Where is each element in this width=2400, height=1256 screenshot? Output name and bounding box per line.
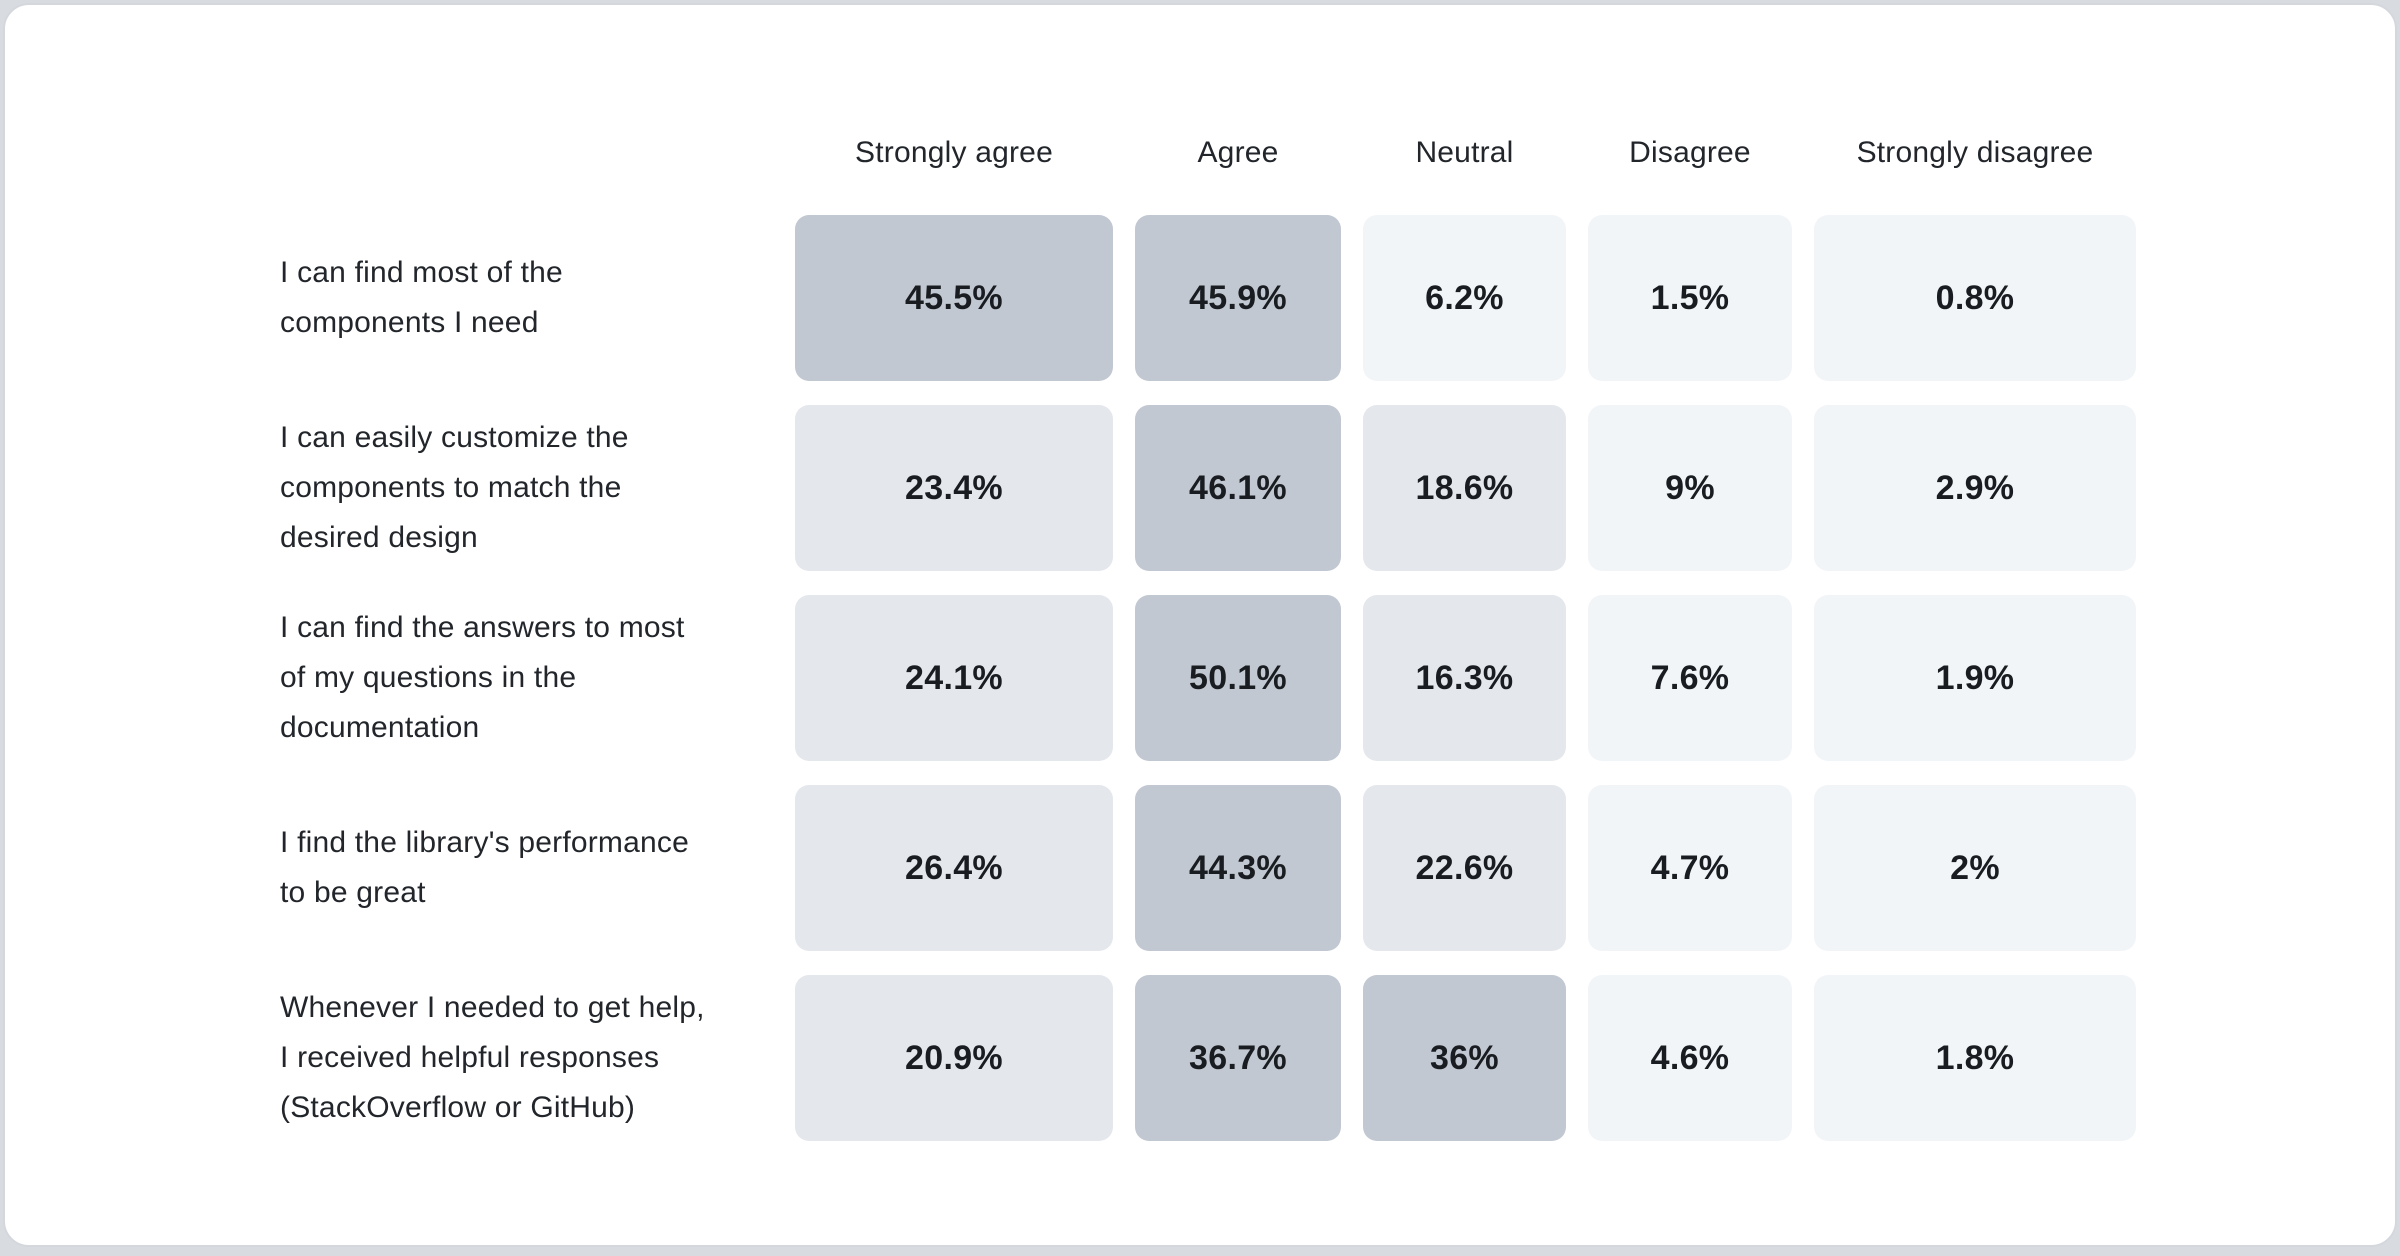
column-header-strongly-disagree: Strongly disagree [1856,136,2094,169]
heat-cell: 1.9% [1814,595,2136,761]
heat-cell: 4.6% [1588,975,1792,1141]
heat-cell: 50.1% [1135,595,1341,761]
survey-heatmap-table: Strongly agree Agree Neutral Disagree St… [280,115,2136,1141]
heat-cell: 18.6% [1363,405,1566,571]
heat-cell: 22.6% [1363,785,1566,951]
heat-cell: 7.6% [1588,595,1792,761]
row-label-helpful-responses: Whenever I needed to get help, I receive… [280,991,705,1124]
heat-cell: 6.2% [1363,215,1566,381]
row-label-find-components: I can find most of the components I need [280,256,563,339]
heat-cell: 45.5% [795,215,1113,381]
heat-cell: 26.4% [795,785,1113,951]
heat-cell: 1.5% [1588,215,1792,381]
heat-cell: 20.9% [795,975,1113,1141]
row-label-customize-components: I can easily customize the components to… [280,421,629,554]
heat-cell: 23.4% [795,405,1113,571]
heat-cell: 9% [1588,405,1792,571]
heat-cell: 36.7% [1135,975,1341,1141]
heat-cell: 2% [1814,785,2136,951]
column-header-agree: Agree [1197,136,1279,169]
header-spacer [280,115,773,191]
row-label-library-performance: I find the library's performance to be g… [280,826,689,909]
column-header-strongly-agree: Strongly agree [855,136,1053,169]
heat-cell: 45.9% [1135,215,1341,381]
heat-cell: 2.9% [1814,405,2136,571]
column-header-disagree: Disagree [1629,136,1751,169]
row-label-documentation-answers: I can find the answers to most of my que… [280,611,685,744]
heat-cell: 1.8% [1814,975,2136,1141]
heat-cell: 4.7% [1588,785,1792,951]
heat-cell: 24.1% [795,595,1113,761]
heat-cell: 0.8% [1814,215,2136,381]
survey-card: Strongly agree Agree Neutral Disagree St… [3,3,2397,1247]
heat-cell: 44.3% [1135,785,1341,951]
column-header-neutral: Neutral [1415,136,1514,169]
heat-cell: 36% [1363,975,1566,1141]
heat-cell: 46.1% [1135,405,1341,571]
heat-cell: 16.3% [1363,595,1566,761]
